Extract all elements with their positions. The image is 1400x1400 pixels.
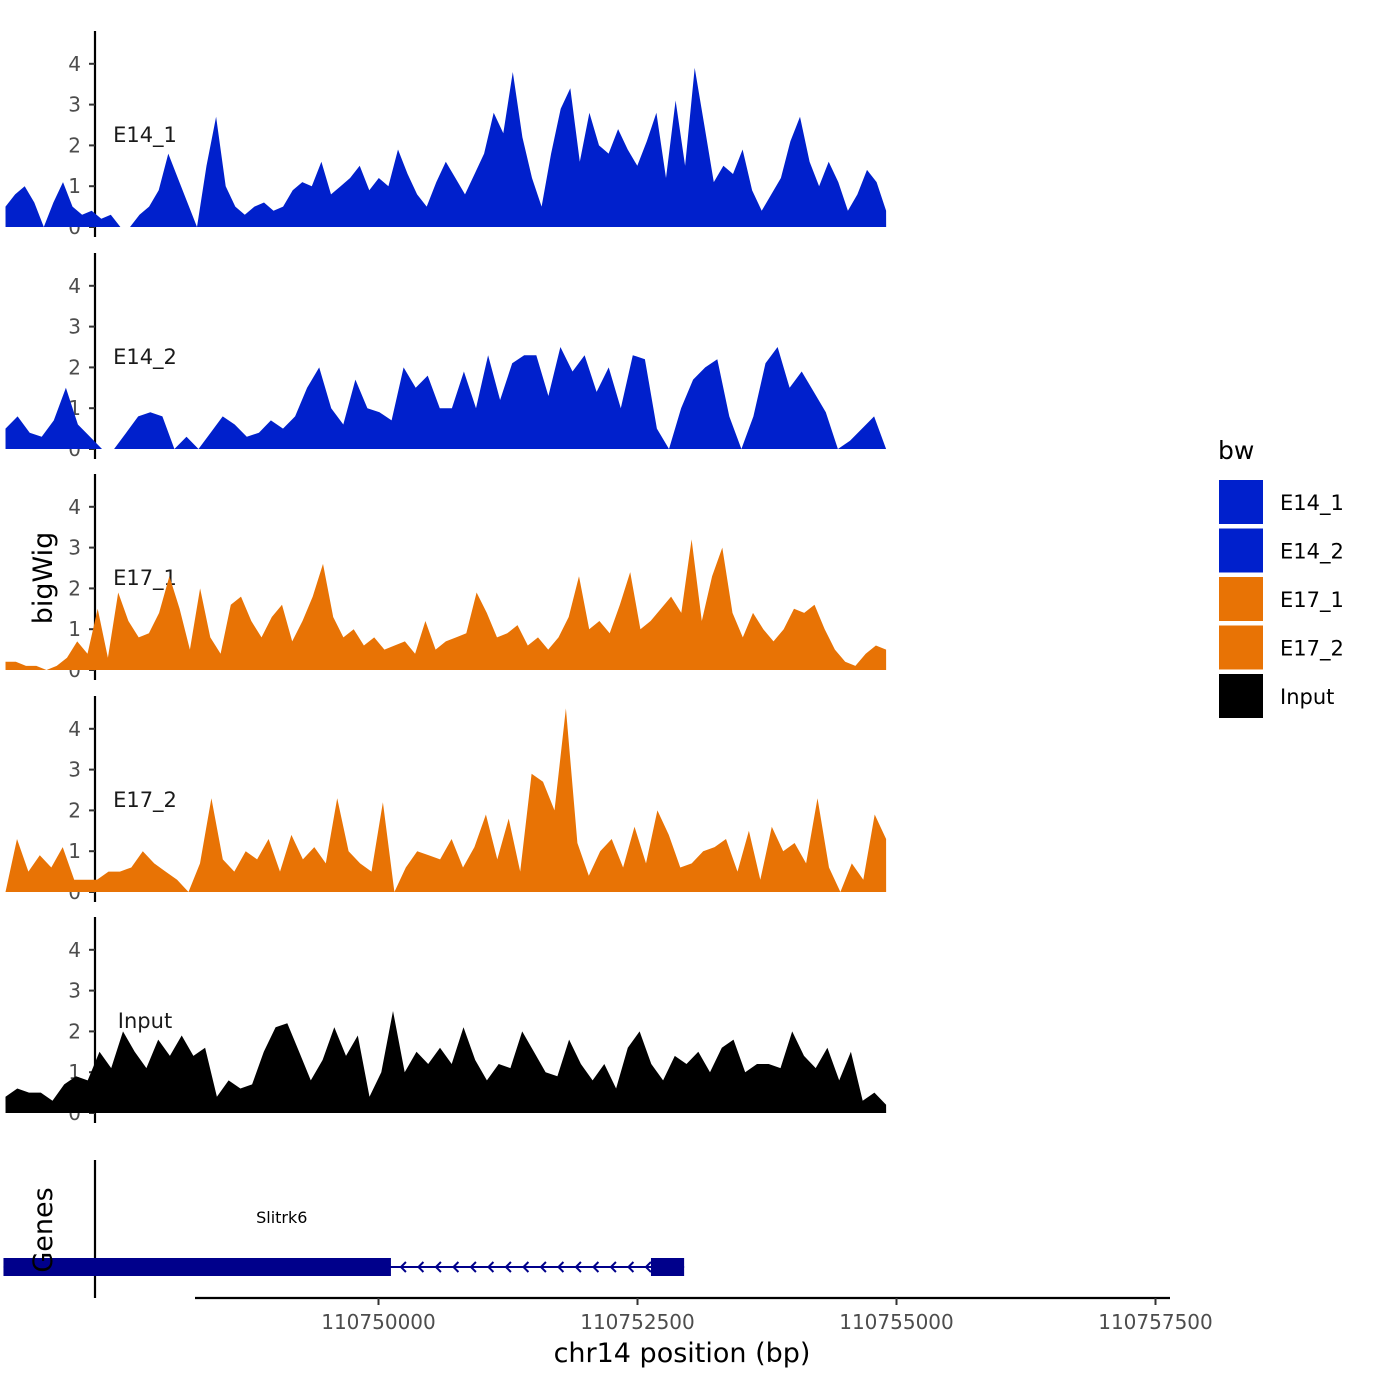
y-axis-title: bigWig	[28, 532, 59, 625]
y-tick-label: 4	[68, 938, 81, 962]
y-tick-label: 2	[68, 576, 81, 600]
legend-swatch-Input	[1219, 674, 1263, 718]
legend-swatch-E17_2	[1219, 625, 1263, 670]
x-axis-title: chr14 position (bp)	[554, 1338, 811, 1369]
legend-label-E14_1: E14_1	[1280, 491, 1344, 516]
gene-strand-arrow	[434, 1261, 442, 1273]
gene-strand-arrow	[644, 1261, 652, 1273]
gene-strand-arrow	[592, 1261, 600, 1273]
gene-exon	[3, 1258, 391, 1276]
y-tick-label: 3	[68, 758, 81, 782]
gene-strand-arrow	[539, 1261, 547, 1273]
legend-label-Input: Input	[1280, 685, 1334, 709]
x-tick-label: 110750000	[321, 1310, 436, 1334]
gene-strand-arrow	[609, 1261, 617, 1273]
x-tick-label: 110757500	[1098, 1310, 1213, 1334]
track-E17_1: 01234E17_1	[5, 474, 887, 682]
tracks: 01234E14_101234E14_201234E17_101234E17_2…	[5, 31, 887, 1125]
y-tick-label: 2	[68, 355, 81, 379]
gene-strand-arrow	[487, 1261, 495, 1273]
gene-track: Slitrk6	[3, 1160, 685, 1298]
area-E17_1	[5, 539, 887, 670]
y-tick-label: 4	[68, 717, 81, 741]
gene-strand-arrow	[627, 1261, 635, 1273]
gene-strand-arrow	[469, 1261, 477, 1273]
legend-swatch-E17_1	[1219, 577, 1263, 621]
gene-strand-arrow	[574, 1261, 582, 1273]
legend-title: bw	[1218, 436, 1254, 465]
y-tick-label: 3	[68, 93, 81, 117]
legend-label-E17_1: E17_1	[1280, 588, 1344, 613]
gene-strand-arrow	[522, 1261, 530, 1273]
legend-swatch-E14_1	[1219, 480, 1263, 524]
area-E17_2	[5, 708, 887, 892]
track-Input: 01234Input	[5, 917, 887, 1125]
y-tick-label: 3	[68, 315, 81, 339]
y-tick-label: 4	[68, 274, 81, 298]
gene-strand-arrow	[452, 1261, 460, 1273]
track-E14_1: 01234E14_1	[5, 31, 887, 239]
legend-label-E17_2: E17_2	[1280, 637, 1344, 662]
y-tick-label: 2	[68, 133, 81, 157]
gene-label: Slitrk6	[256, 1208, 307, 1227]
x-axis: 110750000 110752500 110755000 110757500	[195, 1296, 1213, 1334]
gene-exon	[650, 1258, 685, 1276]
y-tick-label: 4	[68, 495, 81, 519]
track-label-E14_1: E14_1	[113, 123, 177, 148]
track-label-Input: Input	[118, 1009, 172, 1033]
y-tick-label: 2	[68, 798, 81, 822]
y-tick-label: 3	[68, 979, 81, 1003]
y-tick-label: 1	[68, 617, 81, 641]
gene-track-title: Genes	[28, 1187, 59, 1272]
x-tick-label: 110752500	[580, 1310, 695, 1334]
y-tick-label: 3	[68, 536, 81, 560]
gene-Slitrk6: Slitrk6	[3, 1208, 685, 1276]
track-label-E14_2: E14_2	[113, 345, 177, 370]
gene-strand-arrow	[399, 1261, 407, 1273]
legend-label-E14_2: E14_2	[1280, 540, 1344, 565]
gene-strand-arrow	[417, 1261, 425, 1273]
legend-swatch-E14_2	[1219, 528, 1263, 573]
track-E17_2: 01234E17_2	[5, 696, 887, 904]
x-tick-label: 110755000	[839, 1310, 954, 1334]
y-tick-label: 1	[68, 839, 81, 863]
track-label-E17_2: E17_2	[113, 788, 177, 813]
y-tick-label: 4	[68, 52, 81, 76]
area-Input	[5, 1011, 887, 1113]
area-E14_2	[5, 347, 887, 449]
y-tick-label: 1	[68, 174, 81, 198]
track-label-E17_1: E17_1	[113, 566, 177, 591]
legend: bw E14_1 E14_2 E17_1 E17_2 Input	[1218, 436, 1344, 718]
gene-strand-arrow	[557, 1261, 565, 1273]
area-E14_1	[5, 67, 887, 228]
track-E14_2: 01234E14_2	[5, 253, 887, 461]
gene-strand-arrow	[504, 1261, 512, 1273]
y-tick-label: 2	[68, 1019, 81, 1043]
